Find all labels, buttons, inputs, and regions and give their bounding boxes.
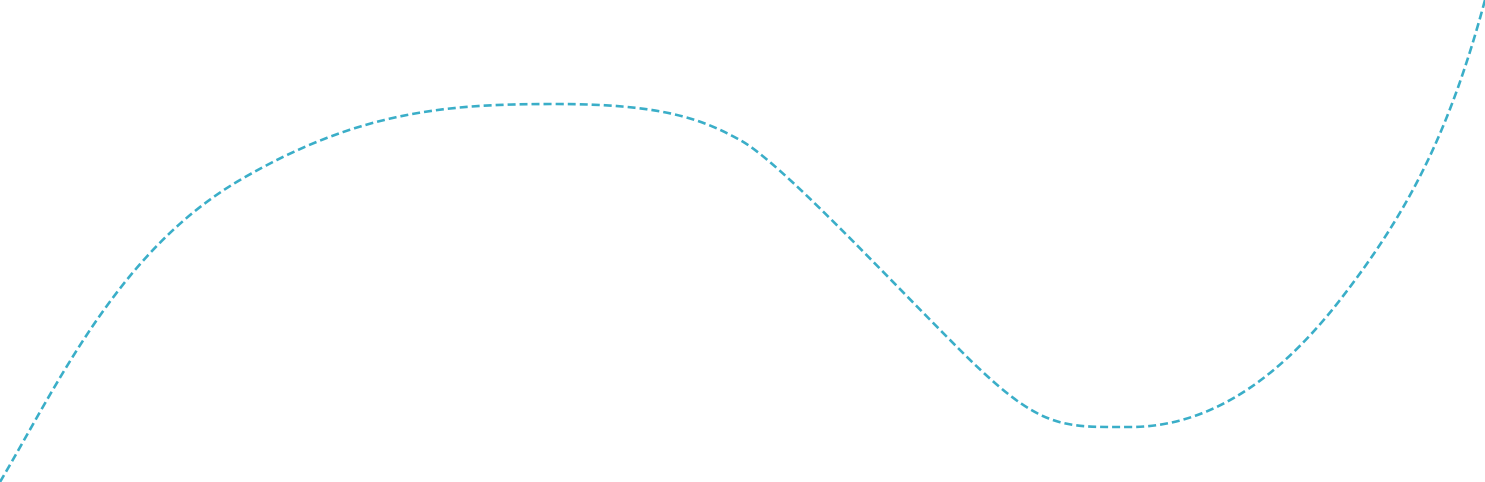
dashed-wave-curve	[0, 0, 1485, 482]
decorative-curve-canvas	[0, 0, 1485, 482]
